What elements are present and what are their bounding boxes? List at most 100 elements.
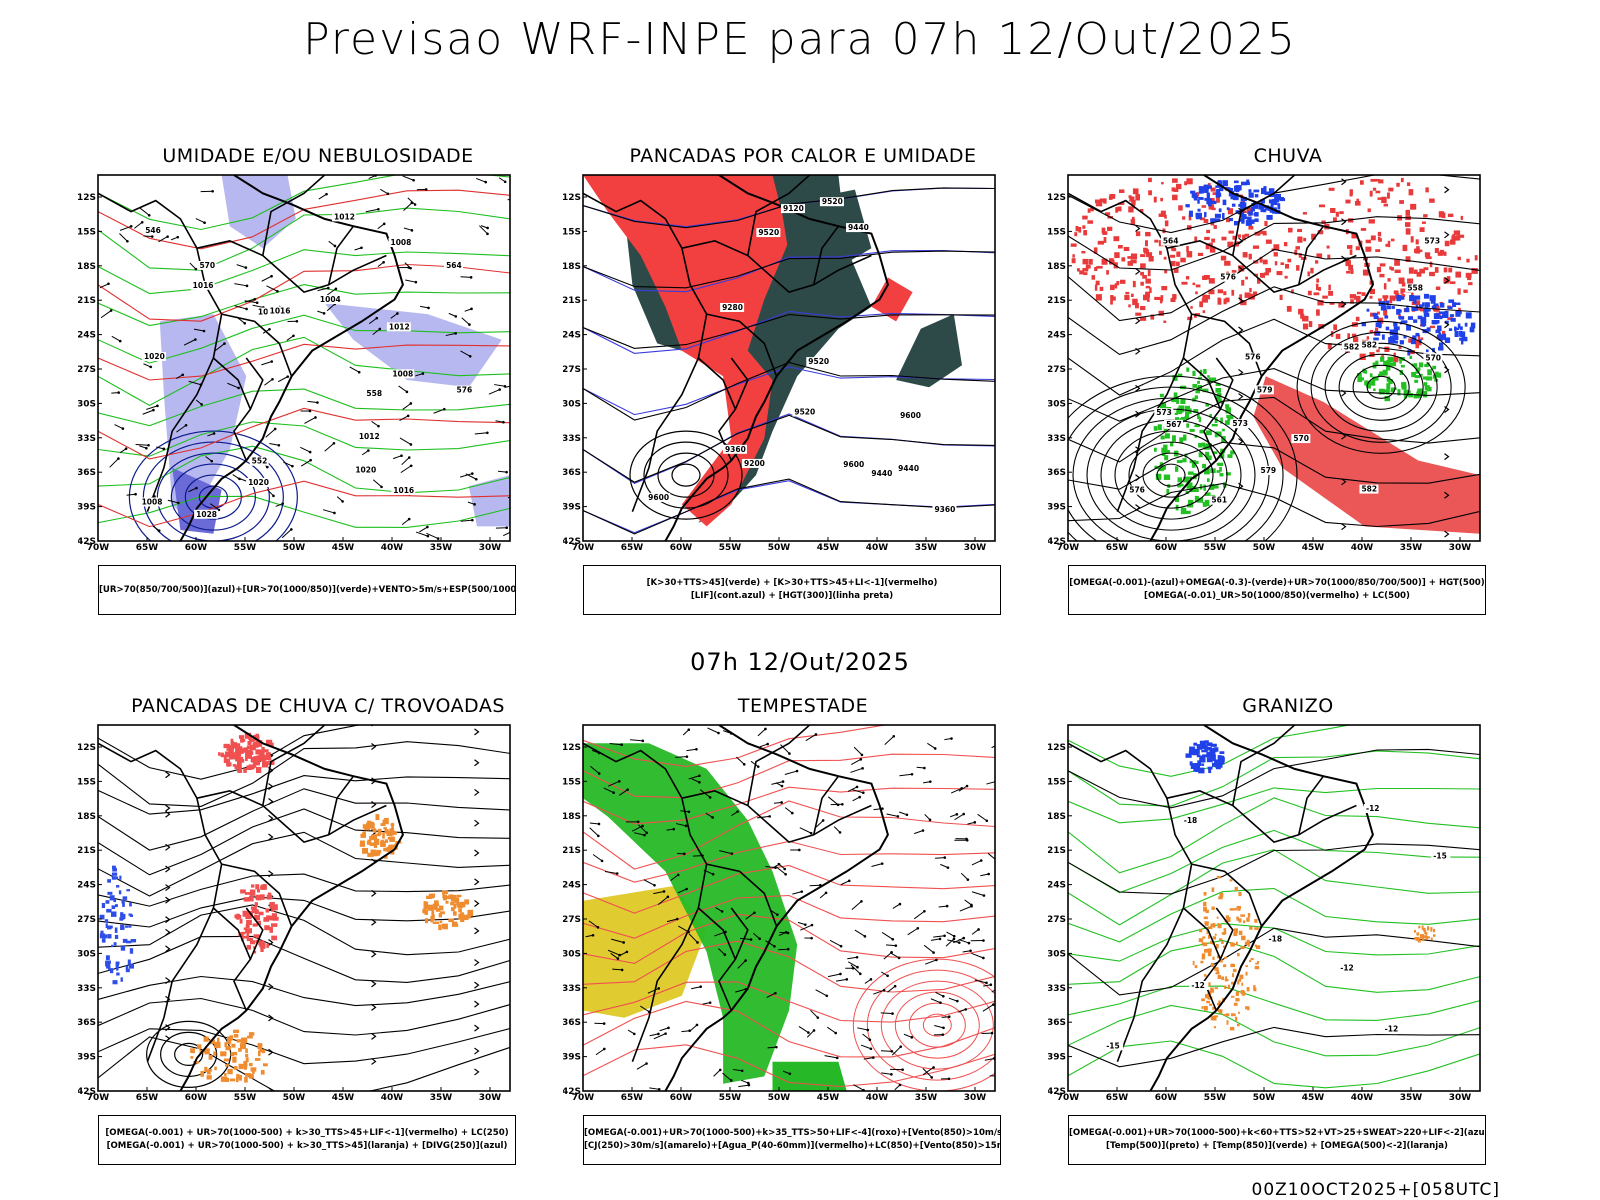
- wind-vector: [850, 767, 863, 773]
- omega-area-orange: [1419, 934, 1425, 939]
- storm-area-orange: [442, 890, 448, 895]
- storm-area-orange: [369, 822, 375, 829]
- divergence-area-blue: [121, 927, 125, 930]
- rain-area-red: [1115, 207, 1119, 213]
- omega-area-orange: [1241, 982, 1244, 986]
- wind-vector: [775, 865, 786, 875]
- storm-area-red: [241, 739, 246, 742]
- wind-vector: [946, 931, 955, 937]
- wind-vector-head: [498, 388, 501, 391]
- country-border: [681, 790, 872, 843]
- omega-area-orange: [1229, 908, 1235, 911]
- wind-vector: [460, 276, 472, 278]
- rain-area-red: [1413, 269, 1418, 274]
- omega-area-orange: [1413, 929, 1417, 933]
- rain-area-red: [1307, 290, 1312, 296]
- wind-vector-head: [956, 999, 959, 1003]
- rain-area-red: [1330, 207, 1336, 213]
- storm-area-orange: [458, 908, 462, 913]
- wind-vector-head: [898, 902, 902, 906]
- panel-tempestade: TEMPESTADE 12S 15S 18S 21S 24S 27S 30S 33S 36S 39…: [563, 695, 1043, 1165]
- wind-vector-head: [945, 904, 949, 908]
- wind-vector: [982, 1004, 994, 1012]
- contour-label: 570: [1293, 434, 1309, 443]
- contour-label-bg: [1209, 495, 1229, 505]
- storm-area-orange: [259, 1049, 264, 1053]
- country-border: [1182, 907, 1222, 960]
- flow-arrow: [268, 983, 274, 991]
- hgt500-contour: [1366, 375, 1396, 399]
- hail-area-blue: [1194, 748, 1200, 755]
- wind-vector: [636, 1063, 647, 1070]
- wind-vector-head: [117, 391, 120, 394]
- contour-label: 582: [1361, 341, 1377, 350]
- rain-area-blue: [1235, 185, 1241, 191]
- rain-area-green: [1435, 371, 1439, 378]
- coastline: [179, 175, 404, 541]
- storm-area-orange: [193, 1061, 200, 1064]
- country-border: [196, 240, 387, 293]
- country-border: [327, 775, 355, 835]
- panel-legend: [K>30+TTS>45](verde) + [K>30+TTS>45+LI<-…: [583, 565, 1001, 615]
- wind-vector-head: [795, 769, 799, 773]
- rain-area-green: [1214, 432, 1218, 438]
- rain-area-red: [1385, 243, 1390, 247]
- divergence-area-blue: [115, 962, 119, 969]
- wind-vector-head: [157, 529, 161, 532]
- temp850-contour-green: [1068, 750, 1480, 807]
- contour-label-bg: [353, 465, 378, 475]
- rain-area-blue: [1423, 293, 1430, 299]
- rain-area-blue: [1268, 199, 1274, 204]
- rain-area-red: [1140, 316, 1147, 321]
- contour-label-bg: [1127, 485, 1147, 495]
- rain-area-green: [1372, 376, 1379, 381]
- lat-tick-label: 27S: [563, 365, 581, 375]
- lc850-contour-red: [583, 800, 995, 870]
- omega-area-orange: [1234, 886, 1238, 891]
- rain-area-blue: [1447, 306, 1453, 310]
- rain-area-blue: [1436, 334, 1442, 339]
- wind-vector: [954, 813, 964, 821]
- rain-area-green: [1160, 435, 1165, 440]
- rain-area-green: [1215, 431, 1222, 437]
- wind-vector: [815, 820, 824, 828]
- wind-vector: [488, 389, 500, 395]
- hail-area-blue: [1199, 744, 1206, 750]
- flow-arrow: [165, 884, 171, 892]
- wind-vector-head: [747, 1083, 751, 1087]
- hgt500-contour: [1128, 441, 1214, 509]
- rain-area-red: [1242, 234, 1246, 241]
- rain-area-green: [1390, 389, 1395, 393]
- omega-area-orange: [1221, 932, 1227, 935]
- rain-area-red: [1091, 275, 1096, 280]
- rain-area-green: [1184, 453, 1188, 458]
- temp850-contour-green: [1068, 985, 1480, 1021]
- rain-area-green: [1164, 433, 1170, 439]
- rain-area-green: [1180, 398, 1186, 404]
- rain-area-red: [1110, 284, 1115, 291]
- wind-vector: [372, 328, 381, 336]
- rain-area-red: [1452, 234, 1455, 237]
- rain-area-red: [1210, 222, 1215, 226]
- rain-area-red: [1206, 229, 1211, 234]
- coastline: [1149, 725, 1374, 1091]
- storm-area-orange: [245, 1053, 249, 1058]
- storm-area-orange: [446, 895, 453, 899]
- wind-vector: [372, 479, 382, 488]
- wind-vector-head: [987, 872, 990, 876]
- wind-vector-head: [969, 949, 972, 953]
- country-border: [98, 192, 223, 512]
- rain-area-blue: [1215, 185, 1222, 188]
- rain-area-red: [1369, 330, 1374, 334]
- rain-area-green: [1225, 472, 1231, 476]
- wind-vector: [688, 775, 700, 780]
- wind-vector-head: [962, 812, 966, 816]
- rain-area-green: [1183, 434, 1187, 441]
- storm-area-orange: [451, 921, 458, 925]
- storm-area-orange: [450, 901, 455, 906]
- hail-area-blue: [1201, 754, 1208, 758]
- storm-area-red: [236, 761, 242, 766]
- storm-area-orange: [386, 830, 393, 837]
- contour-label: 9520: [822, 197, 843, 206]
- wind-vector: [269, 443, 279, 446]
